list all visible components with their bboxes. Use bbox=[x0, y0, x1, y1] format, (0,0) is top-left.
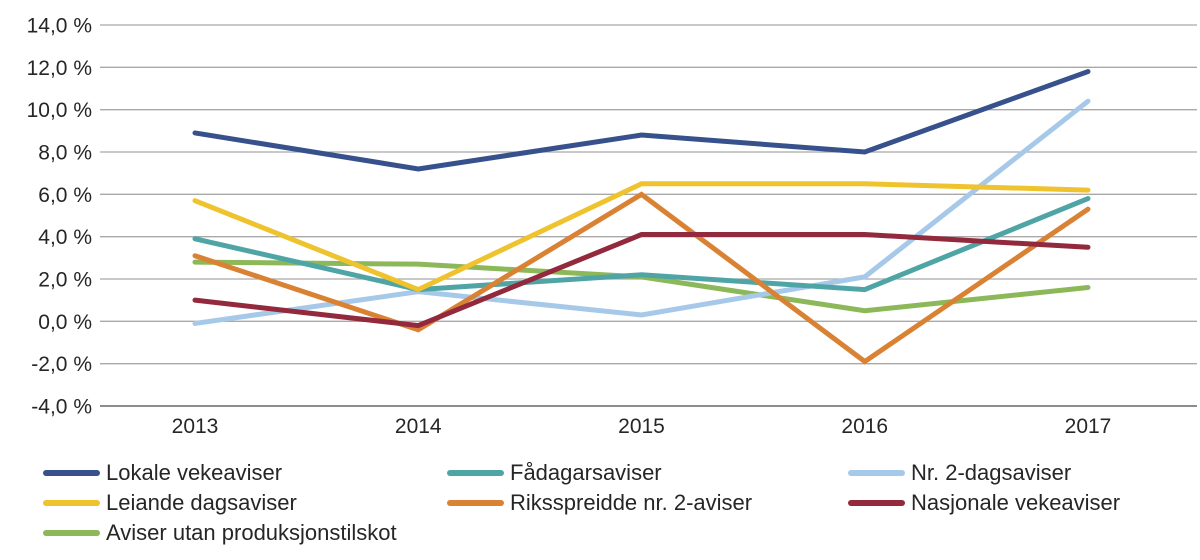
x-tick-label: 2013 bbox=[172, 415, 219, 438]
y-tick-label: 10,0 % bbox=[27, 99, 92, 122]
y-tick-label: 2,0 % bbox=[38, 269, 92, 292]
series-line-3 bbox=[192, 98, 1091, 326]
y-tick-label: 14,0 % bbox=[27, 15, 92, 38]
legend: Lokale vekeaviser Fådagarsaviser Nr. 2-dag… bbox=[43, 458, 1195, 548]
series-line-1 bbox=[192, 69, 1091, 172]
x-tick-label: 2015 bbox=[618, 415, 665, 438]
legend-item-3: Nr. 2-dagsaviser bbox=[848, 462, 1195, 484]
legend-item-5: Riksspreidde nr. 2-aviser bbox=[447, 492, 848, 514]
x-tick-label: 2017 bbox=[1065, 415, 1112, 438]
legend-label: Aviser utan produksjonstilskot bbox=[106, 520, 397, 545]
legend-swatch-icon bbox=[43, 470, 100, 476]
series-line-5 bbox=[192, 191, 1091, 365]
y-tick-label: 6,0 % bbox=[38, 184, 92, 207]
legend-item-6: Nasjonale vekeaviser bbox=[848, 492, 1195, 514]
legend-item-4: Leiande dagsaviser bbox=[43, 492, 447, 514]
x-tick-label: 2016 bbox=[841, 415, 888, 438]
legend-swatch-icon bbox=[447, 470, 504, 476]
legend-item-7: Aviser utan produksjonstilskot bbox=[43, 522, 447, 544]
y-tick-label: -2,0 % bbox=[31, 353, 92, 376]
legend-swatch-icon bbox=[447, 500, 504, 506]
legend-label: Leiande dagsaviser bbox=[106, 490, 297, 515]
y-tick-label: 12,0 % bbox=[27, 57, 92, 80]
series-line-4 bbox=[192, 181, 1091, 293]
legend-swatch-icon bbox=[848, 500, 905, 506]
legend-item-2: Fådagarsaviser bbox=[447, 462, 848, 484]
y-tick-label: 0,0 % bbox=[38, 311, 92, 334]
legend-label: Fådagarsaviser bbox=[510, 460, 662, 485]
y-tick-label: 4,0 % bbox=[38, 226, 92, 249]
x-tick-label: 2014 bbox=[395, 415, 442, 438]
legend-item-1: Lokale vekeaviser bbox=[43, 462, 447, 484]
y-tick-label: 8,0 % bbox=[38, 142, 92, 165]
legend-swatch-icon bbox=[848, 470, 905, 476]
legend-label: Lokale vekeaviser bbox=[106, 460, 283, 485]
y-tick-label: -4,0 % bbox=[31, 396, 92, 419]
legend-label: Riksspreidde nr. 2-aviser bbox=[510, 490, 753, 515]
legend-label: Nr. 2-dagsaviser bbox=[911, 460, 1072, 485]
series-line-6 bbox=[192, 232, 1091, 329]
line-chart: 14,0 % 12,0 % 10,0 % 8,0 % 6,0 % 4,0 % 2,0 % 0,… bbox=[27, 15, 1197, 438]
legend-swatch-icon bbox=[43, 530, 100, 536]
series-line-2 bbox=[192, 196, 1091, 293]
legend-label: Nasjonale vekeaviser bbox=[911, 490, 1121, 515]
legend-swatch-icon bbox=[43, 500, 100, 506]
chart-area: 14,0 % 12,0 % 10,0 % 8,0 % 6,0 % 4,0 % 2,0 % 0,… bbox=[27, 15, 1197, 438]
